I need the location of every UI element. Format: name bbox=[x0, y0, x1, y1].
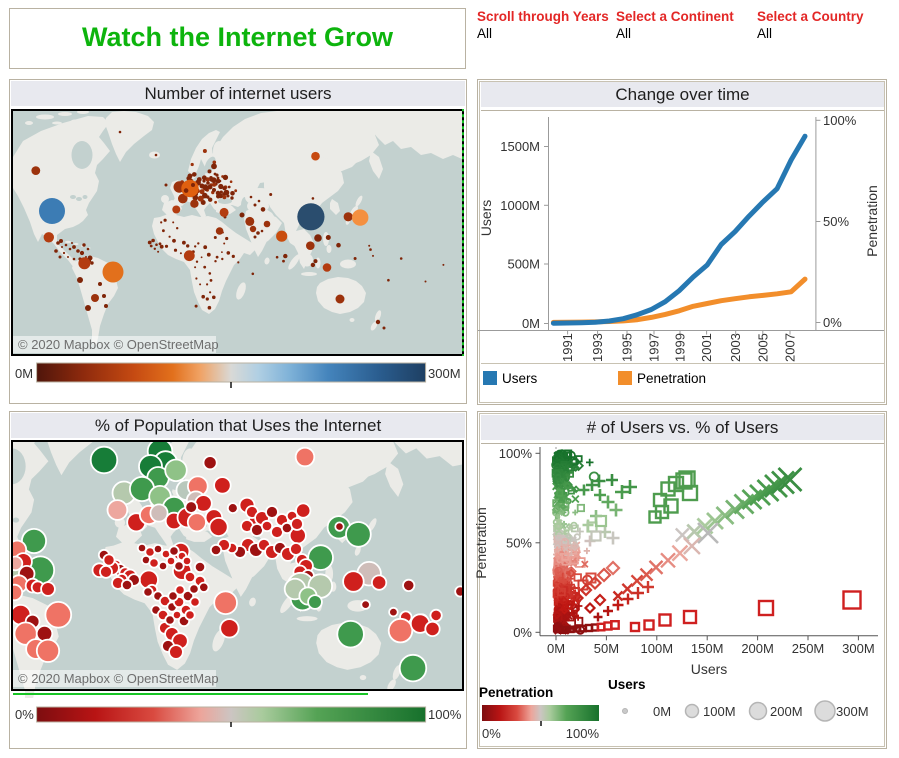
svg-text:50%: 50% bbox=[506, 535, 532, 550]
svg-text:300M: 300M bbox=[836, 704, 869, 719]
svg-text:300M: 300M bbox=[842, 641, 875, 656]
svg-text:2003: 2003 bbox=[728, 333, 743, 362]
svg-text:100%: 100% bbox=[499, 446, 533, 461]
svg-text:500M: 500M bbox=[507, 257, 540, 272]
svg-text:150M: 150M bbox=[691, 641, 724, 656]
svg-text:100%: 100% bbox=[566, 726, 600, 741]
svg-text:50M: 50M bbox=[594, 641, 619, 656]
svg-text:0M: 0M bbox=[522, 316, 540, 331]
svg-text:0M: 0M bbox=[15, 366, 33, 381]
svg-text:0M: 0M bbox=[653, 704, 671, 719]
svg-text:Penetration: Penetration bbox=[475, 507, 489, 579]
svg-text:Penetration: Penetration bbox=[864, 185, 880, 257]
svg-text:200M: 200M bbox=[741, 641, 774, 656]
svg-text:200M: 200M bbox=[770, 704, 803, 719]
svg-text:100%: 100% bbox=[428, 707, 462, 722]
svg-text:100M: 100M bbox=[703, 704, 736, 719]
svg-text:300M: 300M bbox=[428, 366, 461, 381]
svg-text:1999: 1999 bbox=[673, 333, 688, 362]
svg-text:© 2020 Mapbox © OpenStreetMap: © 2020 Mapbox © OpenStreetMap bbox=[18, 337, 219, 352]
svg-text:0%: 0% bbox=[823, 315, 842, 330]
svg-text:1991: 1991 bbox=[560, 333, 575, 362]
svg-text:2005: 2005 bbox=[755, 333, 770, 362]
svg-text:250M: 250M bbox=[792, 641, 825, 656]
svg-text:1995: 1995 bbox=[620, 333, 635, 362]
svg-text:1997: 1997 bbox=[647, 333, 662, 362]
svg-text:0%: 0% bbox=[482, 726, 501, 741]
svg-text:Penetration: Penetration bbox=[479, 685, 553, 700]
svg-text:0%: 0% bbox=[15, 707, 34, 722]
svg-text:1000M: 1000M bbox=[500, 198, 540, 213]
svg-text:1993: 1993 bbox=[590, 333, 605, 362]
svg-text:2001: 2001 bbox=[699, 333, 714, 362]
svg-text:100%: 100% bbox=[823, 113, 857, 128]
svg-text:2007: 2007 bbox=[783, 333, 798, 362]
svg-text:100M: 100M bbox=[641, 641, 674, 656]
svg-text:Users: Users bbox=[608, 680, 646, 692]
svg-text:1500M: 1500M bbox=[500, 139, 540, 154]
svg-text:50%: 50% bbox=[823, 214, 849, 229]
svg-text:Users: Users bbox=[478, 200, 494, 237]
svg-text:Users: Users bbox=[691, 661, 728, 677]
svg-text:© 2020 Mapbox © OpenStreetMap: © 2020 Mapbox © OpenStreetMap bbox=[18, 671, 219, 686]
svg-text:0%: 0% bbox=[513, 625, 532, 640]
svg-text:0M: 0M bbox=[547, 641, 565, 656]
